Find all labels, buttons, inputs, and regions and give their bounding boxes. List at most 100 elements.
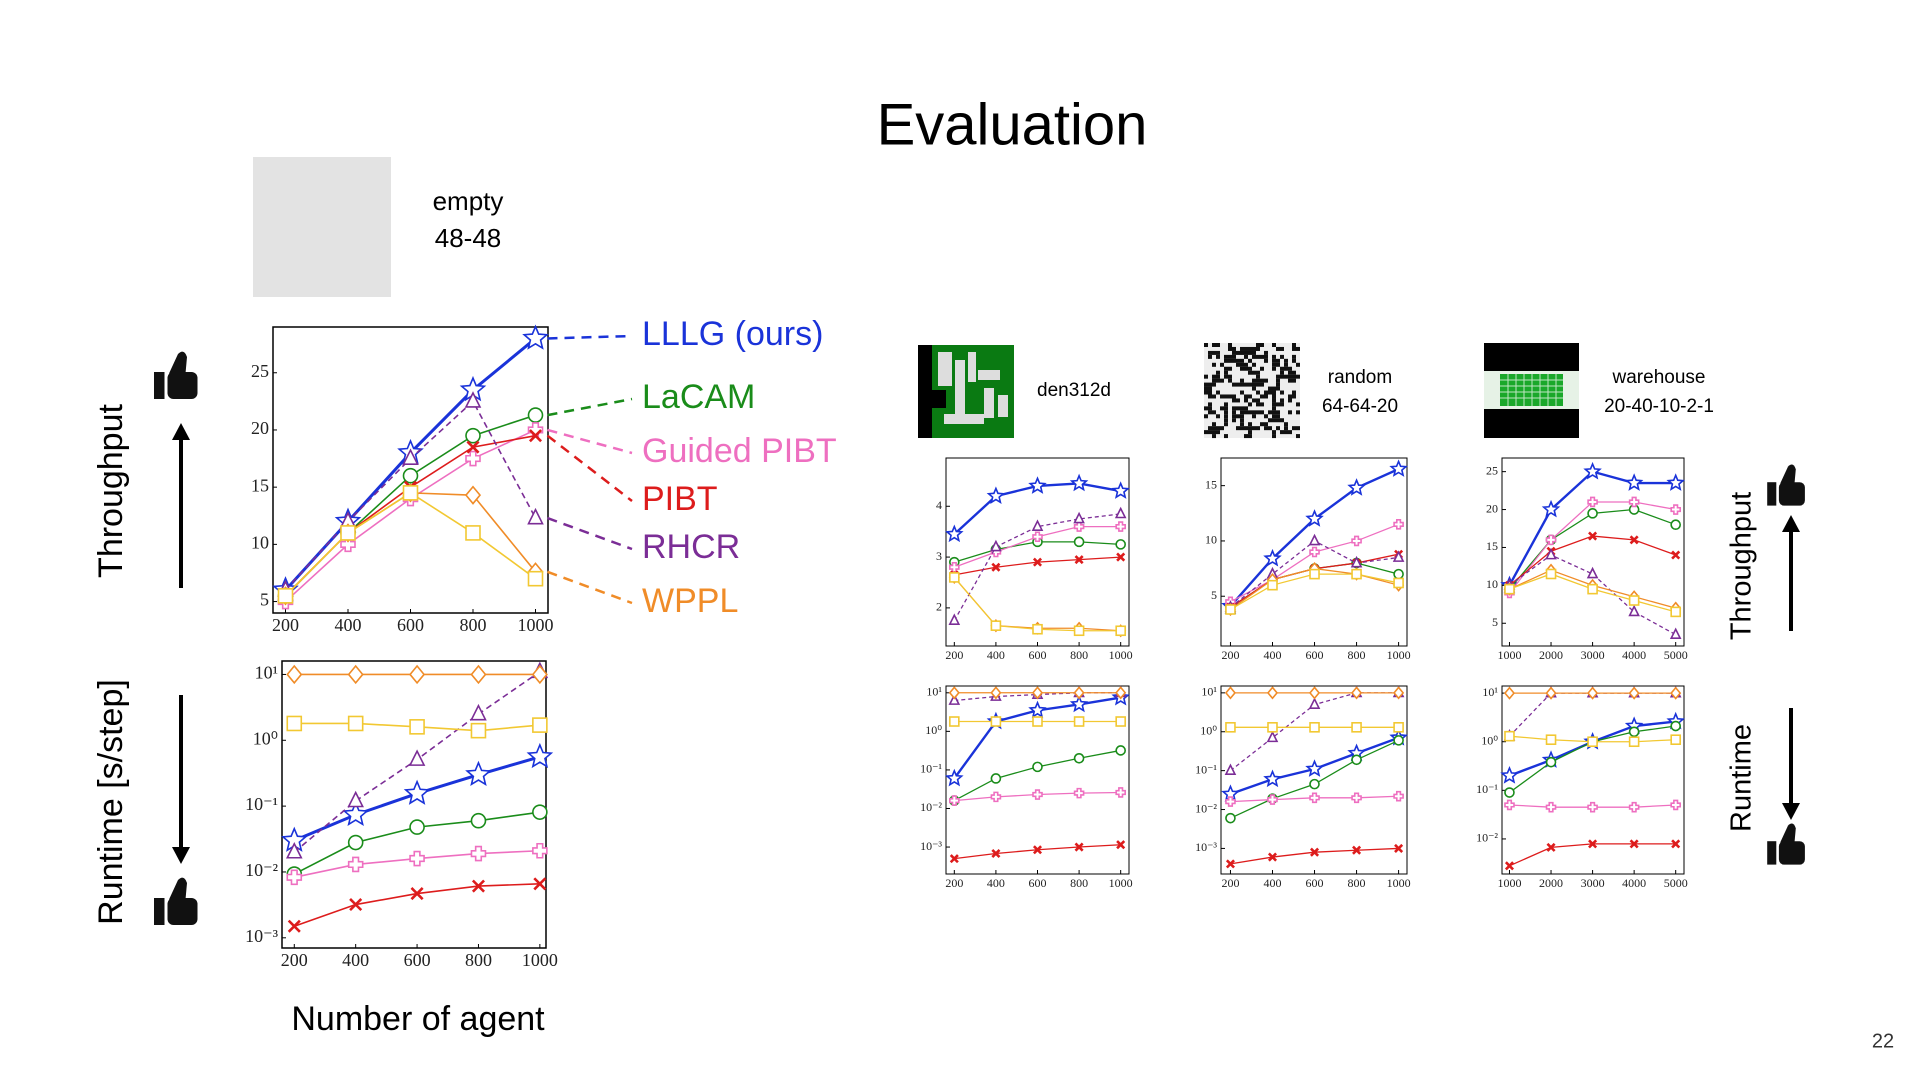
noise-cell <box>1272 354 1276 359</box>
marker <box>990 716 1002 727</box>
noise-cell <box>1228 374 1232 379</box>
noise-cell <box>1276 378 1280 383</box>
marker <box>990 620 1002 631</box>
noise-cell <box>1284 430 1288 435</box>
marker <box>1670 734 1681 746</box>
noise-cell <box>1236 426 1240 431</box>
noise-cell <box>1208 410 1212 415</box>
marker <box>1308 697 1321 709</box>
noise-cell <box>1212 378 1216 383</box>
y-tick-label: 10⁻¹ <box>1195 762 1217 776</box>
x-tick-label: 800 <box>1348 648 1366 662</box>
noise-cell <box>1240 346 1244 351</box>
noise-cell <box>1228 366 1232 371</box>
marker <box>949 572 960 583</box>
noise-cell <box>1292 343 1296 347</box>
arrow-up <box>1782 515 1800 631</box>
marker <box>1351 535 1362 547</box>
noise-cell <box>1264 354 1268 359</box>
noise-cell <box>1240 422 1244 427</box>
noise-cell <box>1256 402 1260 407</box>
noise-cell <box>1248 402 1252 407</box>
map-label: 64-64-20 <box>1322 396 1398 417</box>
legend-label: Guided PIBT <box>642 432 837 470</box>
noise-cell <box>1248 358 1252 363</box>
noise-cell <box>1296 346 1300 351</box>
noise-cell <box>1284 362 1288 367</box>
marker <box>1032 557 1043 567</box>
noise-cell <box>1232 398 1236 403</box>
marker <box>402 485 419 501</box>
marker <box>1393 722 1404 733</box>
marker <box>1392 550 1405 562</box>
noise-cell <box>1252 350 1256 355</box>
x-tick-label: 3000 <box>1581 648 1605 662</box>
noise-cell <box>1276 414 1280 419</box>
x-tick-label: 1000 <box>1109 648 1133 662</box>
y-axis-label: Runtime <box>1726 724 1758 832</box>
noise-cell <box>1284 426 1288 431</box>
marker <box>532 804 548 820</box>
noise-cell <box>1232 346 1236 351</box>
x-tick-label: 600 <box>404 950 431 970</box>
noise-cell <box>1272 410 1276 415</box>
noise-cell <box>1256 354 1260 359</box>
marker <box>1116 552 1126 562</box>
marker <box>1115 625 1126 637</box>
y-tick-label: 25 <box>251 361 269 381</box>
noise-cell <box>1252 414 1256 419</box>
legend-label: RHCR <box>642 528 740 566</box>
marker <box>1028 476 1047 494</box>
noise-cell <box>1256 378 1260 383</box>
marker <box>409 850 425 867</box>
noise-cell <box>1252 354 1256 359</box>
marker <box>1115 686 1127 700</box>
marker <box>1587 508 1598 519</box>
noise-cell <box>1292 394 1296 399</box>
marker <box>1545 534 1557 546</box>
noise-cell <box>1252 410 1256 415</box>
noise-cell <box>1216 343 1220 347</box>
noise-cell <box>1276 410 1280 415</box>
marker <box>1351 568 1362 580</box>
noise-cell <box>1220 362 1224 367</box>
noise-cell <box>1272 343 1276 347</box>
noise-cell <box>1232 354 1236 359</box>
y-tick-label: 10¹ <box>255 663 278 683</box>
marker <box>465 427 481 444</box>
noise-cell <box>1272 430 1276 435</box>
marker <box>1670 519 1681 531</box>
noise-cell <box>1224 354 1228 359</box>
x-tick-label: 200 <box>945 648 963 662</box>
noise-cell <box>1252 346 1256 351</box>
noise-cell <box>1240 390 1244 395</box>
noise-cell <box>1288 410 1292 415</box>
marker <box>1588 839 1598 849</box>
noise-cell <box>1212 434 1216 439</box>
x-tick-label: 600 <box>397 615 424 635</box>
x-tick-label: 800 <box>460 615 487 635</box>
y-tick-label: 10⁻² <box>245 860 278 880</box>
noise-cell <box>1264 390 1268 395</box>
marker <box>277 588 294 604</box>
marker <box>527 507 544 525</box>
marker <box>1115 787 1126 798</box>
marker <box>409 664 426 685</box>
noise-cell <box>1232 350 1236 355</box>
map-den312d <box>918 345 1014 438</box>
marker <box>470 703 487 721</box>
noise-cell <box>1288 378 1292 383</box>
noise-cell <box>1220 394 1224 399</box>
x-tick-label: 4000 <box>1622 876 1646 890</box>
noise-cell <box>1248 370 1252 375</box>
marker <box>347 790 364 808</box>
noise-cell <box>1236 398 1240 403</box>
y-tick-label: 4 <box>936 498 942 512</box>
marker <box>949 795 960 806</box>
noise-cell <box>1228 378 1232 383</box>
legend-connector <box>547 428 633 455</box>
x-tick-label: 800 <box>1070 648 1088 662</box>
y-tick-label: 10⁰ <box>1481 733 1498 747</box>
